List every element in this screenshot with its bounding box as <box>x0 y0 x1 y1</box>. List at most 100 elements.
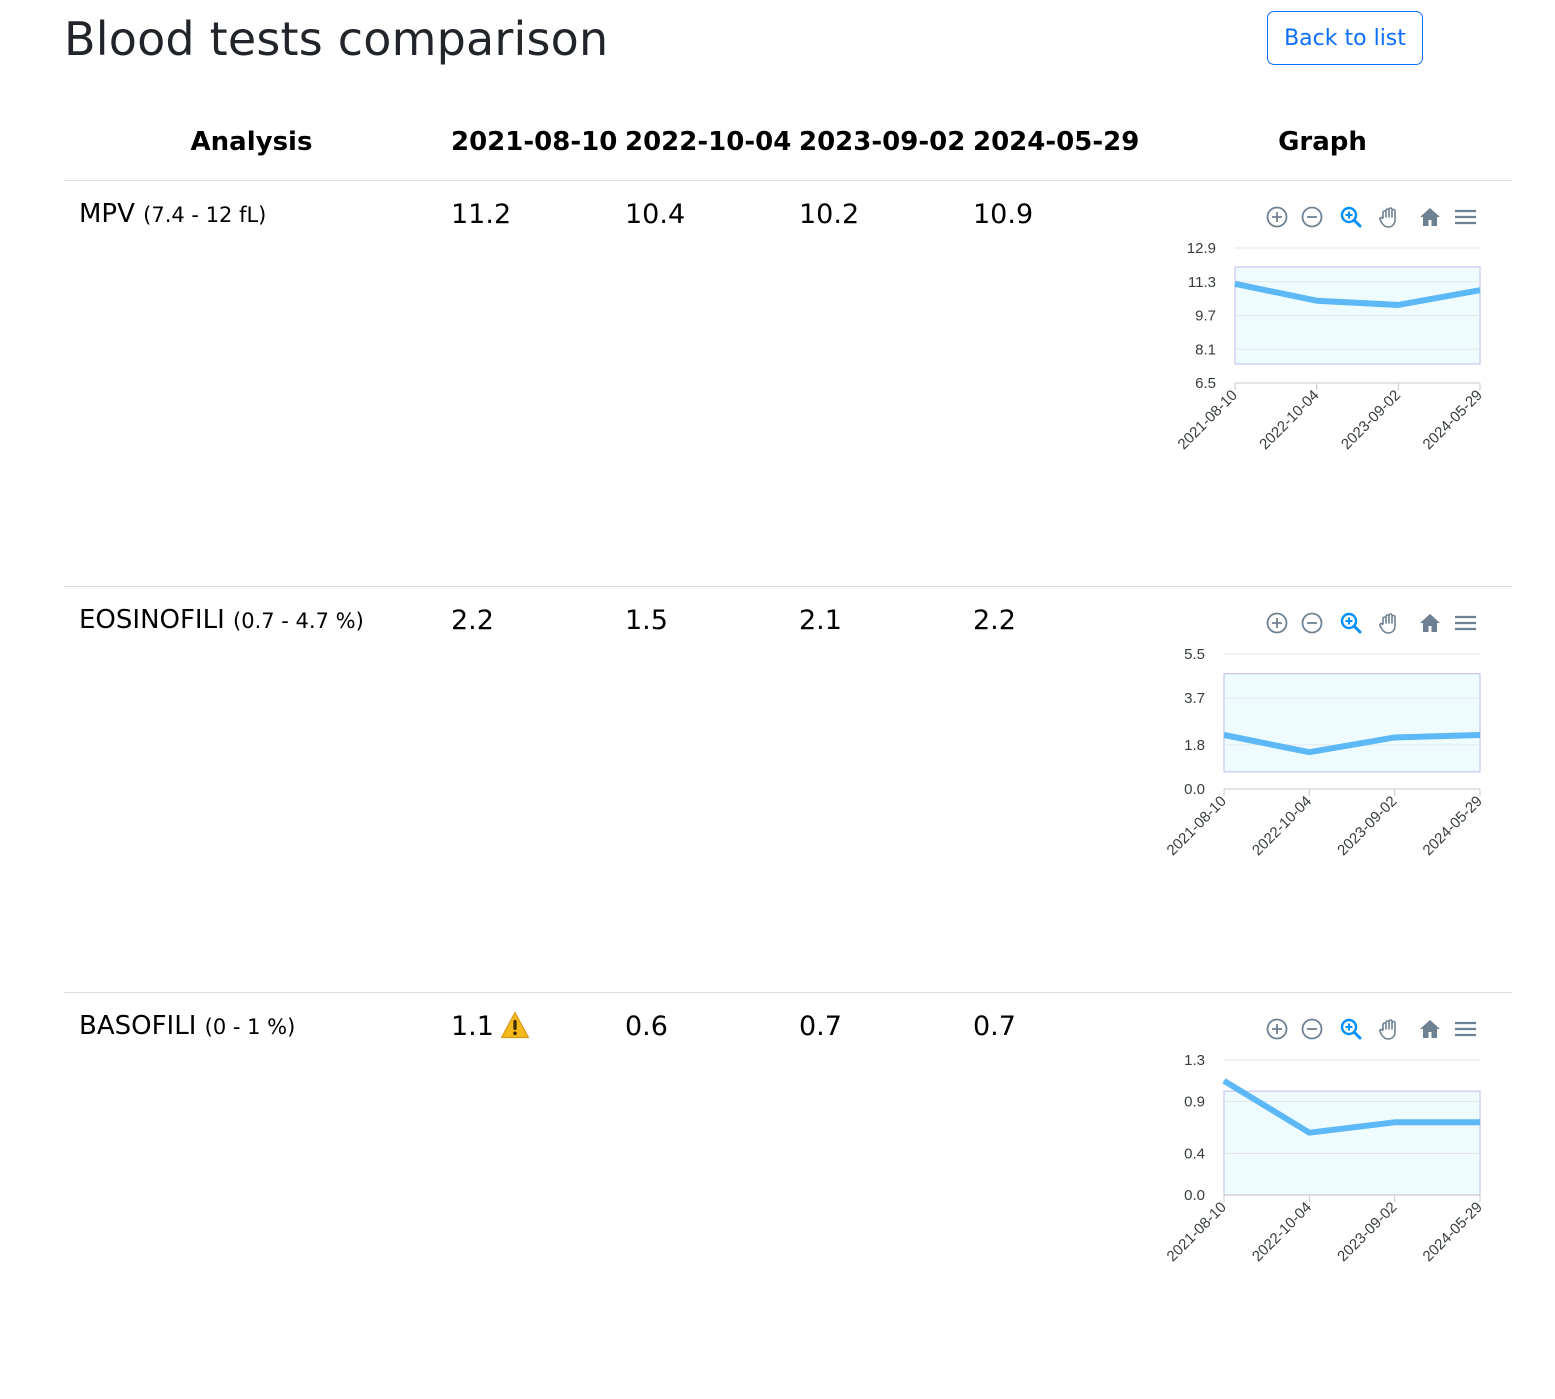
value-text: 0.7 <box>799 1011 842 1042</box>
pan-hand-icon[interactable] <box>1379 613 1396 634</box>
reference-range: (0 - 1 %) <box>204 1015 296 1039</box>
y-tick-label: 0.0 <box>1184 1187 1205 1204</box>
header-date-4: 2024-05-29 <box>973 127 1140 157</box>
x-tick-label: 2024-05-29 <box>1420 1199 1486 1265</box>
value-text: 2.2 <box>973 605 1016 636</box>
table-divider <box>64 586 1512 587</box>
data-point <box>1308 1132 1310 1134</box>
data-point <box>1308 751 1310 753</box>
data-point <box>1394 1121 1396 1123</box>
y-tick-label: 1.3 <box>1184 1052 1205 1069</box>
value-text: 2.2 <box>451 605 494 636</box>
value-cell: 10.2 <box>799 199 859 230</box>
selection-zoom-icon[interactable] <box>1340 612 1362 634</box>
value-cell: 2.2 <box>451 605 494 636</box>
value-text: 2.1 <box>799 605 842 636</box>
reference-range: (0.7 - 4.7 %) <box>233 609 364 633</box>
y-tick-label: 6.5 <box>1195 375 1216 392</box>
x-tick-label: 2021-08-10 <box>1164 1199 1230 1265</box>
reset-home-icon[interactable] <box>1420 1020 1440 1038</box>
x-tick-label: 2024-05-29 <box>1420 793 1486 859</box>
x-tick-label: 2022-10-04 <box>1249 1199 1315 1265</box>
page-title: Blood tests comparison <box>64 12 609 66</box>
zoom-in-icon[interactable] <box>1266 1018 1288 1040</box>
data-point <box>1223 1080 1225 1082</box>
data-point <box>1223 734 1225 736</box>
series-line <box>1222 1078 1480 1136</box>
header-graph: Graph <box>1278 127 1367 157</box>
header-analysis: Analysis <box>190 127 313 157</box>
selection-zoom-icon[interactable] <box>1340 206 1362 228</box>
zoom-out-icon[interactable] <box>1301 612 1323 634</box>
value-text: 10.4 <box>625 199 686 230</box>
x-tick-label: 2022-10-04 <box>1256 387 1322 453</box>
header-date-3: 2023-09-02 <box>799 127 966 157</box>
zoom-out-icon[interactable] <box>1301 1018 1323 1040</box>
x-tick-label: 2024-05-29 <box>1420 387 1486 453</box>
y-tick-label: 0.0 <box>1184 781 1205 798</box>
x-tick-label: 2021-08-10 <box>1164 793 1230 859</box>
value-cell: 1.5 <box>625 605 668 636</box>
y-tick-label: 1.8 <box>1184 737 1205 754</box>
series-line <box>1223 732 1481 756</box>
y-tick-label: 3.7 <box>1184 690 1205 707</box>
data-point <box>1479 289 1481 291</box>
table-row: EOSINOFILI (0.7 - 4.7 %) 2.2 1.5 2.1 2.2 5.5 3… <box>0 588 1555 993</box>
x-tick-label: 2022-10-04 <box>1249 793 1315 859</box>
value-cell: 10.4 <box>625 199 685 230</box>
reference-range: (7.4 - 12 fL) <box>143 203 267 227</box>
table-divider <box>64 180 1512 181</box>
data-point <box>1397 304 1399 306</box>
zoom-out-icon[interactable] <box>1301 206 1323 228</box>
value-cell: 11.2 <box>451 199 511 230</box>
y-tick-label: 12.9 <box>1187 240 1216 257</box>
reference-range-band <box>1223 673 1481 773</box>
data-point <box>1234 283 1236 285</box>
pan-hand-icon[interactable] <box>1379 207 1396 228</box>
menu-icon[interactable] <box>1455 615 1476 631</box>
y-tick-label: 11.3 <box>1188 274 1216 291</box>
reset-home-icon[interactable] <box>1420 614 1440 632</box>
menu-icon[interactable] <box>1455 209 1476 225</box>
analysis-name: EOSINOFILI <box>79 605 225 635</box>
value-text: 0.6 <box>625 1011 668 1042</box>
table-row: MPV (7.4 - 12 fL) 11.2 10.4 10.2 10.9 12.9 11.… <box>0 182 1555 587</box>
analysis-name: MPV <box>79 199 135 229</box>
value-text: 1.1 <box>451 1011 494 1042</box>
value-text: 1.5 <box>625 605 668 636</box>
menu-icon[interactable] <box>1455 1021 1476 1037</box>
value-cell: 0.7 <box>799 1011 842 1042</box>
value-cell: 0.6 <box>625 1011 668 1042</box>
reset-home-icon[interactable] <box>1420 208 1440 226</box>
y-tick-label: 8.1 <box>1195 341 1216 358</box>
analysis-name-cell: EOSINOFILI (0.7 - 4.7 %) <box>79 605 364 635</box>
value-text: 10.2 <box>799 199 860 230</box>
x-tick-label: 2023-09-02 <box>1334 793 1400 859</box>
x-tick-label: 2023-09-02 <box>1334 1199 1400 1265</box>
value-cell: 2.1 <box>799 605 842 636</box>
zoom-in-icon[interactable] <box>1266 612 1288 634</box>
table-row: BASOFILI (0 - 1 %) 1.1 0.6 0.7 0.7 1.3 0.9 0.4 0… <box>0 994 1555 1399</box>
selection-zoom-icon[interactable] <box>1340 1018 1362 1040</box>
analysis-name-cell: BASOFILI (0 - 1 %) <box>79 1011 295 1041</box>
table-divider <box>64 992 1512 993</box>
y-tick-label: 5.5 <box>1184 646 1205 663</box>
value-text: 0.7 <box>973 1011 1016 1042</box>
series-line <box>1234 280 1481 308</box>
y-tick-label: 0.4 <box>1184 1145 1205 1162</box>
data-point <box>1479 734 1481 736</box>
header-date-2: 2022-10-04 <box>625 127 792 157</box>
value-cell: 2.2 <box>973 605 1016 636</box>
back-to-list-button[interactable]: Back to list <box>1267 11 1423 65</box>
x-tick-label: 2023-09-02 <box>1338 387 1404 453</box>
data-point <box>1316 300 1318 302</box>
data-point <box>1394 736 1396 738</box>
pan-hand-icon[interactable] <box>1379 1019 1396 1040</box>
value-text: 10.9 <box>973 199 1034 230</box>
x-tick-label: 2021-08-10 <box>1175 387 1241 453</box>
warning-icon <box>500 1011 530 1046</box>
zoom-in-icon[interactable] <box>1266 206 1288 228</box>
